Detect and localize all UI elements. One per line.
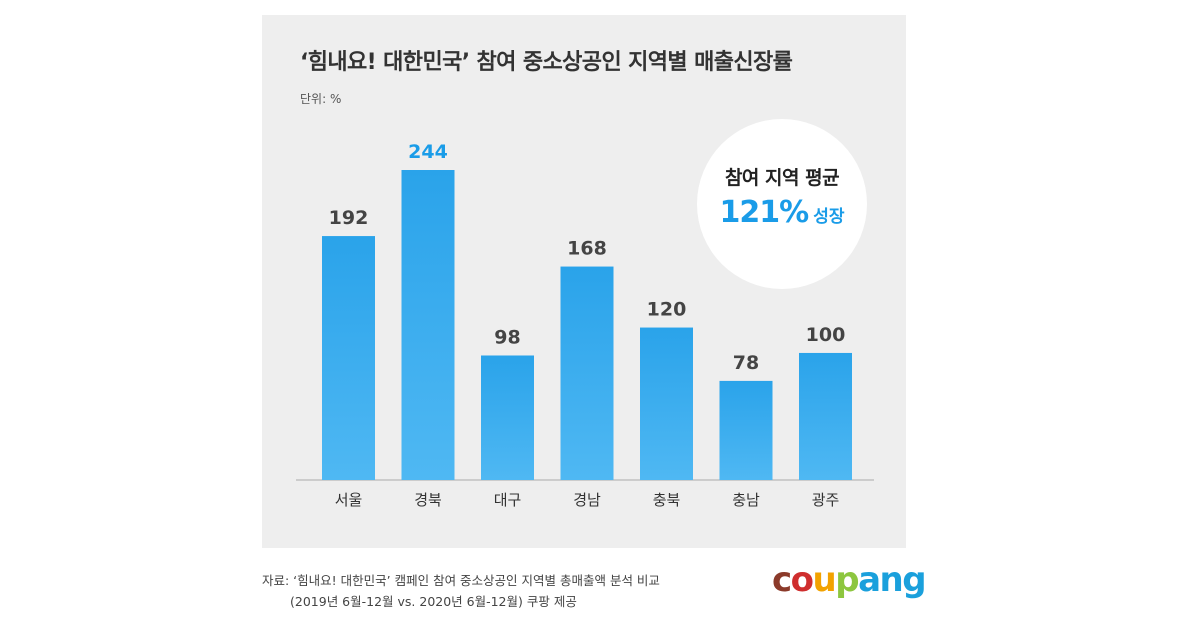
coupang-logo: coupang [772,560,927,600]
callout-label: 참여 지역 평균 [724,167,840,189]
logo-letter: c [772,560,792,600]
unit-label: 단위: % [300,92,342,106]
callout-value: 121% [719,195,809,230]
category-label-광주: 광주 [812,491,840,509]
category-label-충남: 충남 [732,491,760,509]
logo-letter: a [858,560,881,600]
source-line-1: 자료: ‘힘내요! 대한민국’ 캠페인 참여 중소상공인 지역별 총매출액 분석… [262,573,660,588]
source-line-2: (2019년 6월-12월 vs. 2020년 6월-12월) 쿠팡 제공 [290,594,577,609]
bar-충북 [640,327,693,480]
category-label-대구: 대구 [494,491,522,509]
logo-letter: n [879,560,904,600]
logo-letter: g [902,560,926,600]
value-label-충북: 120 [647,299,687,321]
average-callout: 참여 지역 평균 121% 성장 [697,119,867,289]
bar-충남 [719,380,773,480]
callout-value-row: 121% 성장 [697,195,867,230]
bar-경북 [401,170,455,480]
category-label-경북: 경북 [414,491,442,509]
category-label-경남: 경남 [573,491,601,509]
logo-letter: p [835,560,859,600]
value-label-충남: 78 [733,352,759,374]
callout-suffix: 성장 [813,207,845,227]
logo-letter: o [790,560,814,600]
value-label-광주: 100 [806,324,846,346]
category-label-서울: 서울 [335,491,363,509]
category-label-충북: 충북 [653,491,681,509]
bar-대구 [481,355,534,480]
bar-경남 [560,266,614,480]
logo-letter: u [812,560,837,600]
bar-서울 [322,236,375,480]
value-label-경북: 244 [408,141,448,163]
value-label-경남: 168 [567,238,607,260]
source-note: 자료: ‘힘내요! 대한민국’ 캠페인 참여 중소상공인 지역별 총매출액 분석… [262,570,660,612]
chart-title: ‘힘내요! 대한민국’ 참여 중소상공인 지역별 매출신장률 [300,50,793,75]
value-label-대구: 98 [494,326,520,348]
value-label-서울: 192 [329,207,369,229]
bar-광주 [799,352,852,480]
